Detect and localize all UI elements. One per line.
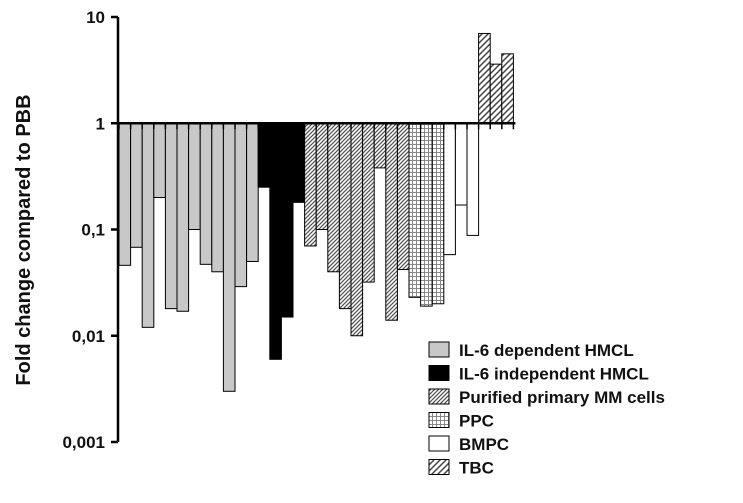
legend-label: IL-6 dependent HMCL: [459, 341, 634, 360]
bar: [385, 122, 398, 321]
legend: IL-6 dependent HMCL IL-6 independent HMCL…: [428, 341, 665, 478]
legend-swatch: [428, 341, 450, 358]
bar: [222, 122, 236, 392]
bar: [431, 122, 445, 305]
legend-label: IL-6 independent HMCL: [459, 365, 649, 384]
bar: [373, 122, 387, 169]
bar: [118, 122, 132, 266]
bar: [130, 122, 143, 248]
legend-label: TBC: [459, 459, 494, 478]
legend-swatch: [428, 459, 450, 475]
legend-swatch: [428, 435, 450, 452]
bar: [454, 122, 468, 206]
y-axis-label: Fold change compared to PBB: [13, 94, 35, 385]
bar: [466, 122, 480, 236]
bar: [176, 122, 190, 312]
bar: [304, 122, 317, 247]
bar: [315, 122, 329, 230]
bar: [408, 122, 422, 298]
bar: [327, 122, 340, 273]
y-tick-label: 10: [86, 8, 105, 27]
bar: [141, 122, 155, 328]
bar: [338, 122, 352, 310]
legend-swatch: [428, 388, 450, 405]
bars: [118, 32, 516, 392]
bar: [257, 122, 271, 188]
bar: [362, 122, 375, 283]
bar: [420, 122, 433, 307]
bar: [292, 122, 306, 203]
bar: [246, 122, 259, 262]
bar: [396, 122, 410, 271]
bar: [188, 122, 201, 230]
y-tick-label: 0,1: [81, 221, 105, 240]
bar: [489, 63, 503, 124]
bar: [350, 122, 364, 337]
bar: [234, 122, 248, 288]
legend-swatch: [428, 365, 450, 381]
bar: [211, 122, 224, 273]
bar: [280, 122, 294, 318]
bar: [501, 53, 514, 124]
bar: [153, 122, 166, 199]
legend-swatch: [428, 412, 450, 428]
legend-label: BMPC: [459, 435, 509, 454]
y-tick-label: 0,001: [62, 433, 105, 452]
legend-label: Purified primary MM cells: [459, 388, 665, 407]
bar: [269, 122, 282, 360]
bar: [443, 122, 456, 256]
y-tick-label: 0,01: [72, 327, 105, 346]
y-tick-label: 1: [96, 114, 105, 133]
legend-label: PPC: [459, 412, 494, 431]
y-axis: 10 1 0,1 0,01 0,001: [62, 8, 120, 452]
bar: [164, 122, 178, 310]
bar: [478, 32, 491, 124]
bar: [199, 122, 213, 265]
